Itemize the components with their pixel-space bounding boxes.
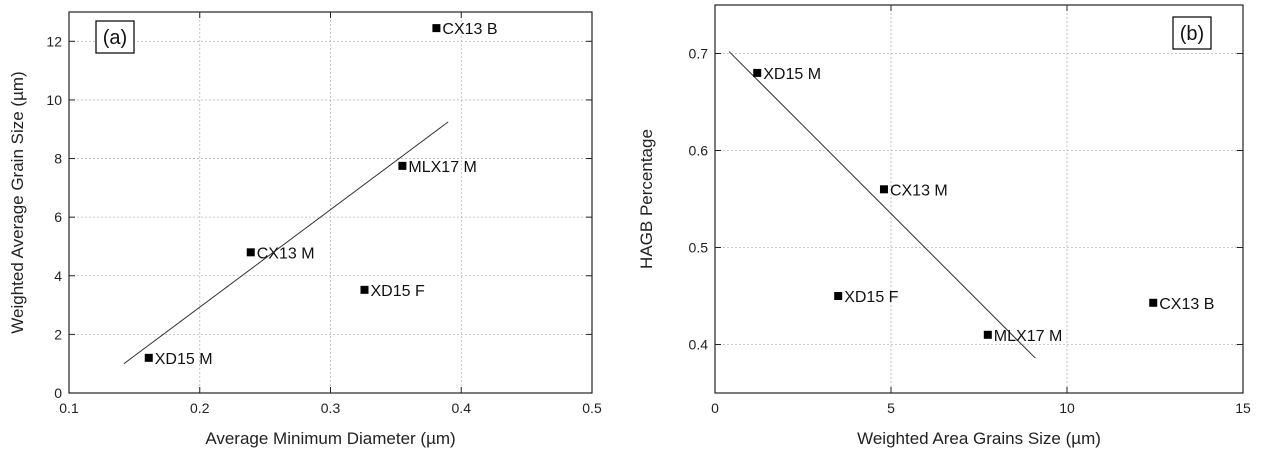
data-point-label: CX13 B (442, 21, 497, 38)
y-tick-label: 12 (46, 33, 62, 49)
data-point (246, 248, 255, 257)
data-point (983, 330, 992, 339)
x-tick-label: 10 (1059, 400, 1075, 416)
data-point (879, 185, 888, 194)
data-point-label: MLX17 M (408, 159, 476, 176)
data-point-label: MLX17 M (994, 328, 1062, 345)
data-point (398, 161, 407, 170)
y-axis-title: HAGB Percentage (637, 129, 656, 269)
x-tick-label: 5 (887, 400, 895, 416)
y-tick-label: 4 (54, 268, 62, 284)
x-tick-label: 0.2 (190, 400, 210, 416)
data-point (432, 24, 441, 33)
x-tick-label: 0.4 (452, 400, 472, 416)
fit-line (728, 51, 1036, 359)
chart-panel-a: 0.1 0.2 0.3 0.4 0.5 0 2 4 6 8 10 12 Average Minimum … (8, 11, 602, 448)
y-tick-label: 0.7 (689, 46, 709, 62)
data-point-label: CX13 M (257, 245, 315, 262)
data-point-label: XD15 M (763, 66, 821, 83)
data-point-label: XD15 M (155, 351, 213, 368)
data-point-label: XD15 F (370, 283, 424, 300)
y-axis-title: Weighted Average Grain Size (µm) (8, 71, 27, 333)
data-point (1149, 298, 1158, 307)
x-tick-label: 0.3 (321, 400, 341, 416)
y-tick-label: 0 (54, 385, 62, 401)
x-tick-label: 0.1 (59, 400, 79, 416)
panel-label-box (95, 20, 135, 54)
data-point-label: XD15 F (844, 289, 898, 306)
y-tick-label: 10 (46, 92, 62, 108)
data-point (834, 292, 843, 300)
y-tick-label: 2 (54, 326, 62, 342)
x-tick-label: 0 (711, 400, 719, 416)
data-point-label: CX13 M (890, 182, 948, 199)
data-point (144, 353, 153, 362)
panel-label: (a) (103, 27, 127, 49)
x-axis-title: Weighted Area Grains Size (µm) (857, 429, 1101, 448)
data-point (753, 68, 762, 77)
panel-label-box (1172, 16, 1212, 50)
x-tick-label: 15 (1235, 400, 1251, 416)
fit-line (123, 121, 449, 365)
x-tick-label: 0.5 (582, 400, 602, 416)
y-tick-label: 0.6 (689, 143, 709, 159)
panel-label: (b) (1180, 23, 1204, 45)
plot-frame (714, 4, 1244, 394)
x-axis-title: Average Minimum Diameter (µm) (205, 429, 455, 448)
y-tick-label: 0.5 (689, 240, 709, 256)
data-point-label: CX13 B (1159, 296, 1214, 313)
chart-panel-b: 0 5 10 15 0.4 0.5 0.6 0.7 Weighted Area Grains S… (637, 4, 1251, 448)
y-tick-label: 0.4 (689, 337, 709, 353)
y-tick-label: 6 (54, 209, 62, 225)
data-point (360, 285, 369, 294)
y-tick-label: 8 (54, 151, 62, 167)
